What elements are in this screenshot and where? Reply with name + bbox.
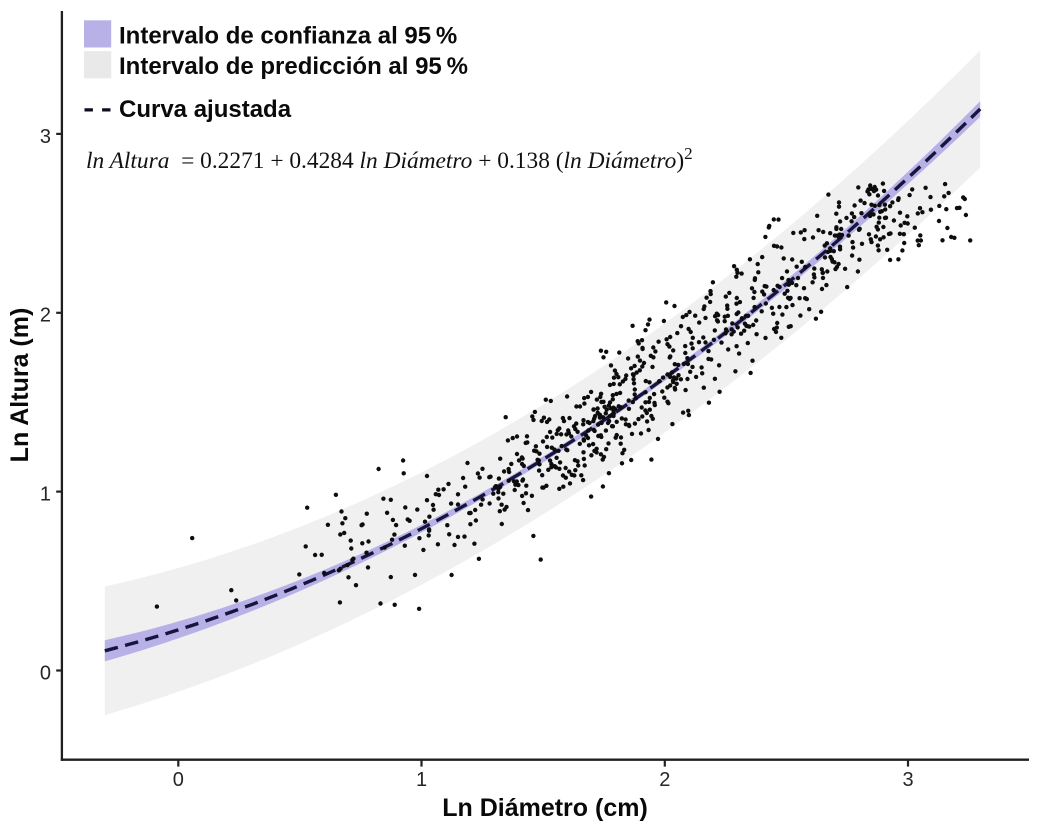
svg-text:2: 2 [659, 769, 670, 791]
svg-text:2: 2 [40, 305, 51, 327]
svg-text:3: 3 [40, 126, 51, 148]
svg-text:Intervalo de predicción al 95: Intervalo de predicción al 95 % [119, 53, 468, 80]
svg-text:0: 0 [40, 662, 51, 684]
svg-text:3: 3 [902, 769, 913, 791]
svg-text:0: 0 [173, 769, 184, 791]
svg-text:Ln Diámetro (cm): Ln Diámetro (cm) [442, 794, 648, 822]
svg-text:1: 1 [416, 769, 427, 791]
svg-text:Intervalo de confianza al 95 %: Intervalo de confianza al 95 % [119, 23, 457, 50]
svg-text:1: 1 [40, 484, 51, 506]
svg-text:Curva ajustada: Curva ajustada [119, 96, 292, 123]
svg-text:ln Altura = 0.2271 + 0.4284 ln: ln Altura = 0.2271 + 0.4284 ln Diámetro … [86, 144, 693, 174]
svg-text:Ln Altura (m): Ln Altura (m) [6, 308, 34, 463]
